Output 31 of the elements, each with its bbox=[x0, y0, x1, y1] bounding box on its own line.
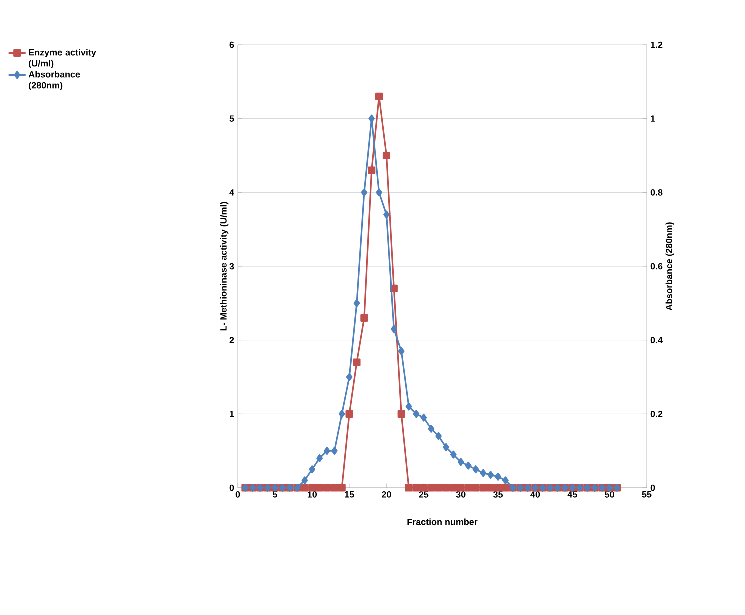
x-tick-label: 10 bbox=[308, 492, 317, 498]
y-tick-label: 3 bbox=[230, 263, 234, 270]
x-tick-label: 0 bbox=[236, 492, 240, 498]
y2-tick-label: 0.4 bbox=[650, 337, 663, 344]
x-tick-label: 55 bbox=[642, 492, 652, 498]
x-tick-label: 35 bbox=[493, 492, 504, 498]
y2-axis-title: Absorbance (280nm) bbox=[666, 222, 674, 311]
x-tick-label: 50 bbox=[605, 492, 614, 498]
y-tick-label: 4 bbox=[230, 190, 234, 196]
y-tick-label: 6 bbox=[230, 42, 234, 48]
y2-tick-label: 0 bbox=[650, 484, 656, 492]
y-tick-label: 5 bbox=[230, 116, 234, 122]
x-tick-label: 30 bbox=[456, 492, 466, 498]
y-tick-label: 2 bbox=[230, 337, 234, 344]
y2-tick-label: 0.2 bbox=[650, 410, 663, 418]
x-tick-label: 40 bbox=[530, 492, 540, 498]
x-tick-label: 45 bbox=[568, 492, 578, 498]
y2-tick-label: 1.2 bbox=[651, 42, 663, 48]
x-tick-label: 5 bbox=[272, 492, 278, 498]
x-axis-title: Fraction number bbox=[408, 518, 478, 526]
legend-label: Absorbance (280nm) bbox=[28, 71, 80, 90]
y-tick-label: 1 bbox=[230, 411, 234, 418]
y2-tick-label: 1 bbox=[651, 116, 656, 122]
y-tick-label: 0 bbox=[230, 484, 234, 492]
y-axis-title: L- Methioninase activity (U/ml) bbox=[220, 202, 229, 331]
legend-label: Enzyme activity (U/ml) bbox=[29, 49, 96, 68]
x-tick-label: 25 bbox=[419, 492, 429, 498]
y2-tick-label: 0.6 bbox=[650, 263, 663, 270]
y2-tick-label: 0.8 bbox=[650, 189, 663, 196]
x-tick-label: 15 bbox=[345, 492, 354, 498]
x-tick-label: 20 bbox=[382, 492, 392, 498]
